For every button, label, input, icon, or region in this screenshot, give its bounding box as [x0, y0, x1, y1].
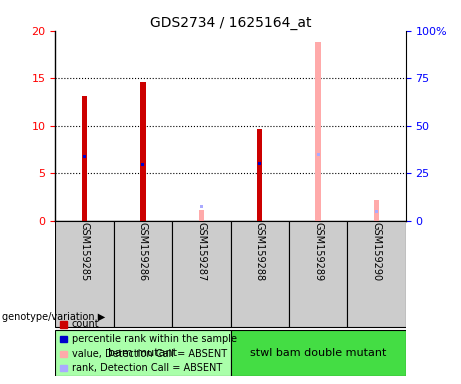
Bar	[55, 329, 230, 376]
Text: genotype/variation ▶: genotype/variation ▶	[2, 312, 106, 322]
Bar	[289, 221, 347, 326]
Bar	[172, 221, 230, 326]
Bar	[230, 329, 406, 376]
Text: percentile rank within the sample: percentile rank within the sample	[72, 334, 237, 344]
Bar	[317, 152, 319, 156]
Bar	[315, 42, 321, 221]
Title: GDS2734 / 1625164_at: GDS2734 / 1625164_at	[150, 16, 311, 30]
Bar	[347, 221, 406, 326]
Bar	[55, 221, 114, 326]
Bar	[142, 163, 144, 166]
Bar	[257, 129, 262, 221]
Text: GSM159288: GSM159288	[254, 222, 265, 281]
Text: count: count	[72, 319, 100, 329]
Bar	[258, 162, 261, 166]
Text: GSM159290: GSM159290	[372, 222, 382, 281]
Bar	[82, 96, 87, 221]
Bar	[199, 210, 204, 221]
Text: value, Detection Call = ABSENT: value, Detection Call = ABSENT	[72, 349, 227, 359]
Bar	[200, 205, 203, 208]
Text: GSM159289: GSM159289	[313, 222, 323, 281]
Text: stwl bam double mutant: stwl bam double mutant	[250, 348, 386, 358]
Bar	[230, 221, 289, 326]
Bar	[114, 221, 172, 326]
Text: GSM159287: GSM159287	[196, 222, 207, 281]
Bar	[374, 200, 379, 221]
Text: rank, Detection Call = ABSENT: rank, Detection Call = ABSENT	[72, 363, 222, 373]
Text: GSM159286: GSM159286	[138, 222, 148, 281]
Bar	[140, 82, 146, 221]
Bar	[375, 210, 378, 213]
Text: GSM159285: GSM159285	[79, 222, 89, 281]
Bar	[83, 154, 86, 158]
Text: bam mutant: bam mutant	[108, 348, 177, 358]
